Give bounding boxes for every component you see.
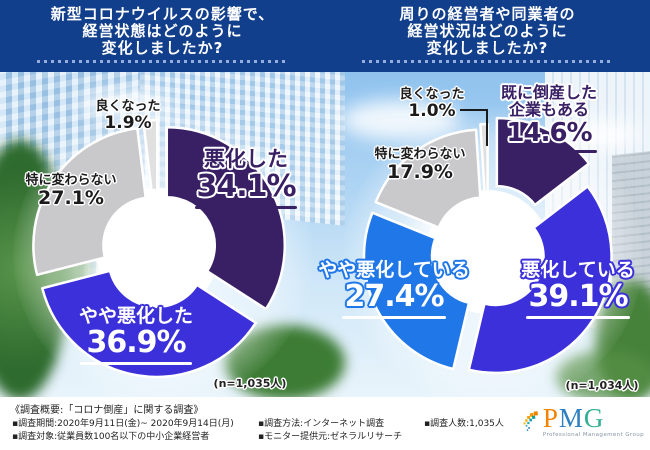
leader-line-horizontal	[460, 109, 488, 111]
dotted-divider	[361, 60, 614, 63]
label-right-kawaranai: 特に変わらない 17.9%	[374, 147, 466, 184]
underline	[80, 361, 192, 365]
footer-band: 《調査概要:「コロナ倒産」に関する調査》 ▪調査期間:2020年9月11日(金)…	[0, 397, 650, 450]
label-left-kawaranai: 特に変わらない 27.1%	[25, 173, 117, 210]
pmg-logo-text: PMG Professional Management Group	[543, 405, 644, 439]
leader-line-vertical	[486, 109, 488, 146]
dotted-divider	[36, 60, 289, 63]
right-chart-title: 周りの経営者や同業者の 経営状況はどのように 変化しましたか?	[325, 0, 650, 72]
title-line: 変化しましたか?	[426, 39, 549, 57]
pmg-logo: PMG Professional Management Group	[522, 399, 644, 445]
sample-size-right: (n=1,034人)	[565, 379, 639, 392]
logo-letter-p: P	[542, 403, 559, 434]
label-right-tosan: 既に倒産した 企業もある 14.6%	[490, 84, 608, 153]
underline	[195, 206, 297, 210]
logo-letter-g: G	[583, 403, 605, 434]
survey-overview-heading: 《調査概要:「コロナ倒産」に関する調査》	[10, 405, 204, 416]
survey-period: ▪調査期間:2020年9月11日(金)~ 2020年9月14日(月)	[12, 419, 234, 429]
label-right-yokunatta: 良くなった 1.0%	[399, 87, 465, 122]
underline	[526, 315, 630, 319]
survey-respondents: ▪調査人数:1,035人	[424, 419, 504, 429]
title-line: 周りの経営者や同業者の	[399, 5, 576, 23]
title-line: 経営状況はどのように	[407, 22, 568, 40]
sample-size-left: (n=1,035人)	[213, 377, 287, 390]
header-band: 新型コロナウイルスの影響で、 経営状態はどのように 変化しましたか? 周りの経営…	[0, 0, 650, 72]
label-right-akka: 悪化している 39.1%	[512, 260, 644, 319]
survey-target: ▪調査対象:従業員数100名以下の中小企業経営者	[12, 432, 210, 442]
survey-monitor-provider: ▪モニター提供元:ゼネラルリサーチ	[258, 432, 403, 442]
label-left-yaya-akka: やや悪化した 36.9%	[60, 306, 212, 365]
logo-letter-m: M	[558, 403, 584, 434]
survey-method: ▪調査方法:インターネット調査	[258, 419, 385, 429]
label-left-akka: 悪化した 34.1%	[190, 148, 302, 210]
underline	[342, 315, 446, 319]
title-line: 新型コロナウイルスの影響で、	[50, 5, 275, 23]
left-chart-title: 新型コロナウイルスの影響で、 経営状態はどのように 変化しましたか?	[0, 0, 325, 72]
label-left-yokunatta: 良くなった 1.9%	[95, 99, 161, 134]
title-line: 経営状態はどのように	[82, 22, 243, 40]
pmg-logo-mark	[523, 411, 539, 431]
title-line: 変化しましたか?	[101, 39, 224, 57]
underline	[501, 149, 597, 153]
logo-subtext: Professional Management Group	[542, 432, 644, 439]
label-right-yaya-akka: やや悪化している 27.4%	[314, 260, 474, 319]
